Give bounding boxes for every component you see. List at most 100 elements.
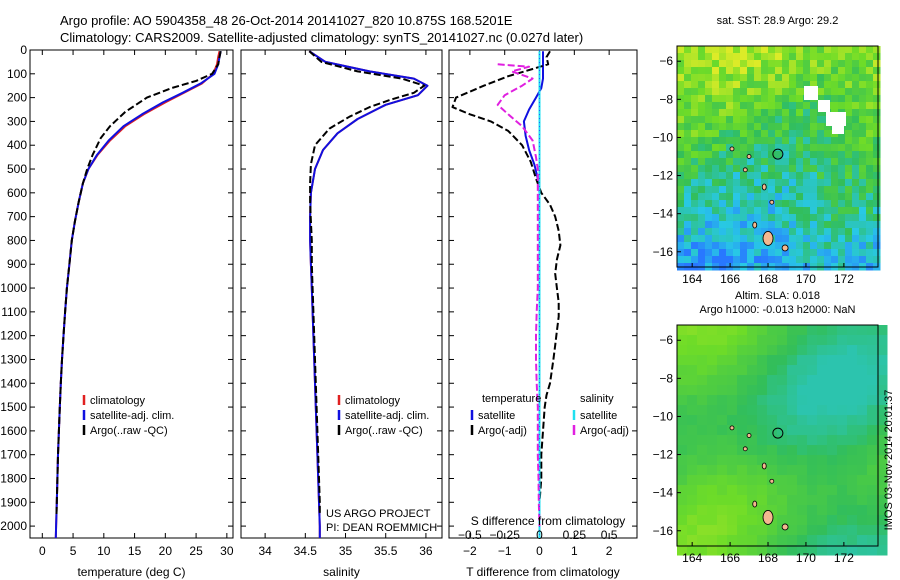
field-cell <box>757 335 768 346</box>
field-cell <box>697 495 708 506</box>
field-cell <box>796 256 804 264</box>
field-cell <box>857 395 868 406</box>
field-cell <box>767 415 778 426</box>
field-cell <box>761 60 769 68</box>
field-cell <box>726 151 734 159</box>
field-cell <box>867 385 878 396</box>
field-cell <box>789 53 797 61</box>
field-cell <box>727 385 738 396</box>
field-cell <box>838 67 846 75</box>
legend-label: satellite-adj. clim. <box>90 410 174 422</box>
field-cell <box>817 60 825 68</box>
field-cell <box>866 53 874 61</box>
field-cell <box>838 242 846 250</box>
field-cell <box>796 228 804 236</box>
field-cell <box>817 53 825 61</box>
field-cell <box>697 395 708 406</box>
field-cell <box>789 102 797 110</box>
field-cell <box>859 74 867 82</box>
field-cell <box>768 88 776 96</box>
field-cell <box>867 475 878 486</box>
field-cell <box>782 186 790 194</box>
field-cell <box>817 81 825 89</box>
field-cell <box>837 345 848 356</box>
field-cell <box>810 235 818 243</box>
field-cell <box>684 81 692 89</box>
field-cell <box>697 375 708 386</box>
field-cell <box>707 335 718 346</box>
field-cell <box>707 375 718 386</box>
lat-tick-label: −16 <box>653 245 674 259</box>
field-cell <box>726 74 734 82</box>
field-cell <box>727 435 738 446</box>
field-cell <box>757 395 768 406</box>
field-cell <box>845 95 853 103</box>
field-cell <box>737 405 748 416</box>
field-cell <box>867 525 878 536</box>
field-cell <box>873 221 881 229</box>
field-cell <box>707 415 718 426</box>
field-cell <box>747 116 755 124</box>
field-cell <box>817 505 828 516</box>
field-cell <box>852 221 860 229</box>
series-line-temperature-argo-adj- <box>451 50 562 515</box>
field-cell <box>754 200 762 208</box>
field-cell <box>757 355 768 366</box>
field-cell <box>733 200 741 208</box>
field-cell <box>747 207 755 215</box>
field-cell <box>754 221 762 229</box>
field-cell <box>747 158 755 166</box>
lon-tick-label: 164 <box>682 551 702 565</box>
field-cell <box>852 158 860 166</box>
field-cell <box>782 102 790 110</box>
field-cell <box>775 242 783 250</box>
field-cell <box>857 325 868 336</box>
field-cell <box>847 405 858 416</box>
field-cell <box>737 465 748 476</box>
field-cell <box>677 256 685 264</box>
field-cell <box>691 249 699 257</box>
field-cell <box>857 335 868 346</box>
field-cell <box>737 355 748 366</box>
field-cell <box>727 375 738 386</box>
field-cell <box>845 130 853 138</box>
field-cell <box>810 200 818 208</box>
field-cell <box>733 95 741 103</box>
field-cell <box>698 158 706 166</box>
field-cell <box>684 151 692 159</box>
field-cell <box>866 151 874 159</box>
field-cell <box>757 475 768 486</box>
field-cell <box>761 249 769 257</box>
field-cell <box>757 375 768 386</box>
field-cell <box>687 485 698 496</box>
field-cell <box>852 214 860 222</box>
field-cell <box>817 525 828 536</box>
field-cell <box>767 485 778 496</box>
field-cell <box>705 116 713 124</box>
field-cell <box>810 46 818 54</box>
field-cell <box>877 345 888 356</box>
field-cell <box>845 221 853 229</box>
field-cell <box>787 395 798 406</box>
field-cell <box>873 151 881 159</box>
field-cell <box>866 193 874 201</box>
field-cell <box>852 116 860 124</box>
field-cell <box>847 545 858 556</box>
field-cell <box>866 88 874 96</box>
field-cell <box>677 60 685 68</box>
field-cell <box>761 109 769 117</box>
field-cell <box>761 46 769 54</box>
field-cell <box>740 130 748 138</box>
field-cell <box>747 545 758 556</box>
field-cell <box>824 179 832 187</box>
field-cell <box>845 256 853 264</box>
field-cell <box>687 495 698 506</box>
field-cell <box>787 515 798 526</box>
field-cell <box>754 60 762 68</box>
x-tick-label: 20 <box>159 544 173 558</box>
field-cell <box>877 415 888 426</box>
field-cell <box>684 130 692 138</box>
field-cell <box>803 172 811 180</box>
field-cell <box>797 445 808 456</box>
field-cell <box>677 116 685 124</box>
